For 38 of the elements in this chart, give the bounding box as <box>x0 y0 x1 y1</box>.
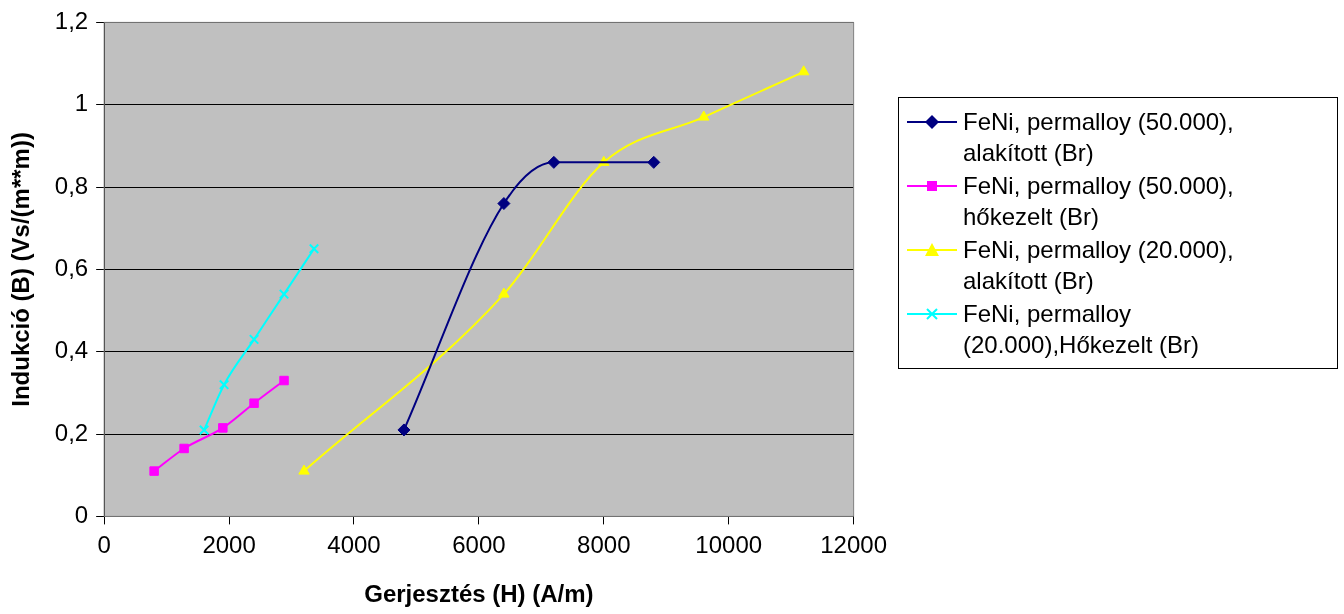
legend-label: FeNi, permalloy (50.000), hőkezelt (Br) <box>963 171 1235 232</box>
x-tick-label: 8000 <box>577 531 631 559</box>
x-tick-label: 6000 <box>452 531 506 559</box>
legend-label: FeNi, permalloy (20.000),Hőkezelt (Br) <box>963 299 1201 360</box>
x-tick-label: 12000 <box>820 531 888 559</box>
x-axis-title: Gerjesztés (H) (A/m) <box>364 580 594 608</box>
x-tick-label: 10000 <box>695 531 763 559</box>
point <box>308 243 320 255</box>
point <box>279 375 289 386</box>
point <box>397 423 411 437</box>
y-tick-label: 0,8 <box>54 171 89 199</box>
point <box>179 443 189 454</box>
point <box>647 155 661 169</box>
y-axis-title: Indukció (B) (Vs/(m**m)) <box>7 132 35 407</box>
point <box>218 379 230 390</box>
point <box>218 423 228 433</box>
x-tick-label: 2000 <box>202 531 256 559</box>
y-tick-label: 0,2 <box>54 418 89 446</box>
y-tick-label: 0,6 <box>54 254 89 282</box>
point <box>298 464 310 475</box>
point <box>797 65 810 76</box>
legend-label: FeNi, permalloy (20.000), alakított (Br) <box>963 235 1235 296</box>
x-tick-label: 0 <box>97 531 111 559</box>
legend-label: FeNi, permalloy (50.000), alakított (Br) <box>963 107 1235 168</box>
point <box>698 110 710 121</box>
point <box>198 424 210 436</box>
point <box>547 155 561 169</box>
point <box>249 398 259 408</box>
x-tick-label: 4000 <box>327 531 381 559</box>
point <box>278 288 290 300</box>
point <box>248 334 260 345</box>
point <box>149 466 159 476</box>
y-tick-label: 0 <box>74 501 89 529</box>
point <box>497 197 511 211</box>
y-tick-label: 1,2 <box>54 7 89 35</box>
y-tick-label: 0,4 <box>54 336 89 364</box>
y-tick-label: 1 <box>74 89 89 117</box>
point <box>498 287 510 298</box>
